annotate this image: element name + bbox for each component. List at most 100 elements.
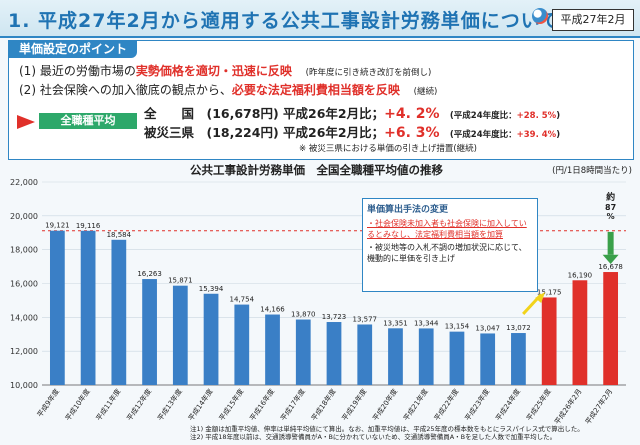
point-1-prefix: (1) 最近の労働市場の [19,64,136,78]
x-tick-label: 平成12年度 [125,387,154,422]
data-label: 13,577 [352,315,377,323]
disaster-fy-pct: +39. 4% [516,130,557,140]
data-label: 13,344 [414,319,439,327]
data-label: 13,047 [475,324,500,332]
x-tick-label: 平成22年度 [432,387,461,422]
data-label: 19,116 [76,222,101,230]
x-tick-label: 平成26年2月 [552,387,583,426]
point-1-highlight: 実勢価格を適切・迅速に反映 [135,64,292,78]
bar [295,319,311,385]
bar [326,322,342,385]
data-label: 13,072 [506,324,531,332]
x-tick-label: 平成13年度 [155,387,184,422]
footnote-2: 注2) 平成18年度以前は、交通誘導警備員がA・Bに分かれていないため、交通誘導… [190,433,557,441]
points-box: 単価設定のポイント (1) 最近の労働市場の実勢価格を適切・迅速に反映 (昨年度… [8,40,634,160]
chart-unit: (円/1日8時間当たり) [552,166,632,176]
data-label: 16,190 [568,271,593,279]
disaster-label: 被災三県 (18,224円) 平成26年2月比； [144,125,385,140]
y-tick-label: 20,000 [10,212,38,221]
x-tick-label: 平成25年度 [524,387,553,422]
bar-chart: 10,000 12,000 14,000 16,000 18,000 20,000 22,0… [10,178,626,426]
y-tick-label: 10,000 [10,381,38,390]
data-label: 13,870 [291,311,316,319]
note-item-2: ・被災地等の入札不調の増加状況に応じて、機動的に単価を引き上げ [367,243,527,263]
y-tick-label: 12,000 [10,347,38,356]
y-tick-label: 14,000 [10,313,38,322]
method-change-note: 単価算出手法の変更 ・社会保険未加入者も社会保険に加入しているとみなし、法定福利… [362,198,538,292]
chart-area: 公共工事設計労務単価 全国全職種平均値の推移 (円/1日8時間当たり) 10,0… [0,160,640,445]
about-unit: % [607,212,615,221]
page-title: 1. 平成27年2月から適用する公共工事設計労務単価について [8,10,561,32]
bar [265,314,280,385]
point-line-1: (1) 最近の労働市場の実勢価格を適切・迅速に反映 (昨年度に引き続き改訂を前倒… [19,62,431,79]
x-tick-label: 平成21年度 [401,387,430,422]
national-figure: 全 国 (16,678円) 平成26年2月比；+4. 2% (平成24年度比：+… [144,103,560,122]
about-pct: 87 [605,203,616,212]
national-label: 全 国 (16,678円) 平成26年2月比； [144,106,385,121]
x-tick-label: 平成15年度 [217,387,246,422]
footnotes: 注1) 金額は加重平均値、伸率は単純平均値にて算出。なお、加重平均値は、平成25… [190,425,584,441]
ministry-logo-icon [532,8,548,24]
green-arrow-shaft-icon [607,231,614,255]
chart-title: 公共工事設計労務単価 全国全職種平均値の推移 [190,163,443,177]
x-tick-label: 平成14年度 [186,387,215,422]
bar [203,293,219,385]
data-label: 13,723 [322,313,347,321]
bar [234,304,250,385]
x-tick-label: 平成24年度 [494,387,523,422]
right-arrow-icon [17,115,35,129]
bar [603,272,619,385]
data-label: 18,584 [107,231,132,239]
bar [388,328,403,385]
data-label: 13,351 [383,319,408,327]
x-tick-label: 平成9年度 [35,387,61,419]
data-label: 15,394 [199,285,224,293]
bar [357,324,373,385]
bar [111,239,127,385]
note-title: 単価算出手法の変更 [367,205,449,215]
bar [480,333,496,385]
bar [449,331,465,385]
green-arrowhead-icon [602,254,619,265]
data-label: 16,263 [137,270,162,278]
x-tick-label: 平成17年度 [278,387,307,422]
data-label: 15,871 [168,277,193,285]
data-label: 14,754 [230,296,255,304]
note-item-1: ・社会保険未加入者も社会保険に加入しているとみなし、法定福利費相当額を加算 [367,219,527,239]
bar [142,279,157,385]
bar [511,333,526,385]
bar [80,230,96,385]
disaster-fy-close: ) [556,130,561,140]
y-tick-label: 18,000 [10,246,38,255]
x-tick-label: 平成10年度 [63,387,92,422]
footnote-1: 注1) 金額は加重平均値、伸率は単純平均値にて算出。なお、加重平均値は、平成25… [190,425,584,433]
date-badge: 平成27年2月 [552,9,634,31]
title-bar: 1. 平成27年2月から適用する公共工事設計労務単価について 平成27年2月 [0,0,640,38]
bar [572,280,588,385]
point-2-prefix: (2) 社会保険への加入徹底の観点から、 [19,83,232,97]
x-tick-label: 平成23年度 [463,387,492,422]
x-tick-label: 平成16年度 [248,387,277,422]
average-tag: 全職種平均 [39,113,137,129]
national-pct: +4. 2% [384,106,440,122]
point-2-note: (継続) [413,87,438,97]
bar [418,328,434,385]
point-2-highlight: 必要な法定福利費相当額を反映 [231,83,400,97]
y-tick-label: 16,000 [10,280,38,289]
x-tick-label: 平成18年度 [309,387,338,422]
disaster-fy-label: (平成24年度比： [449,130,517,140]
about-label: 約 [606,191,615,203]
national-fy-close: ) [556,111,561,121]
disaster-pct: +6. 3% [384,125,440,141]
data-label: 13,154 [445,323,470,331]
disaster-footnote: ※ 被災三県における単価の引き上げ措置(継続) [299,144,477,154]
bar [541,297,557,385]
x-tick-label: 平成19年度 [340,387,369,422]
bar [172,285,188,385]
national-fy-label: (平成24年度比： [449,111,517,121]
disaster-figure: 被災三県 (18,224円) 平成26年2月比；+6. 3% (平成24年度比：… [144,122,560,141]
points-heading: 単価設定のポイント [9,41,138,58]
x-tick-label: 平成11年度 [94,387,123,422]
yellow-arrowhead-icon [535,291,546,303]
national-fy-pct: +28. 5% [516,111,557,121]
